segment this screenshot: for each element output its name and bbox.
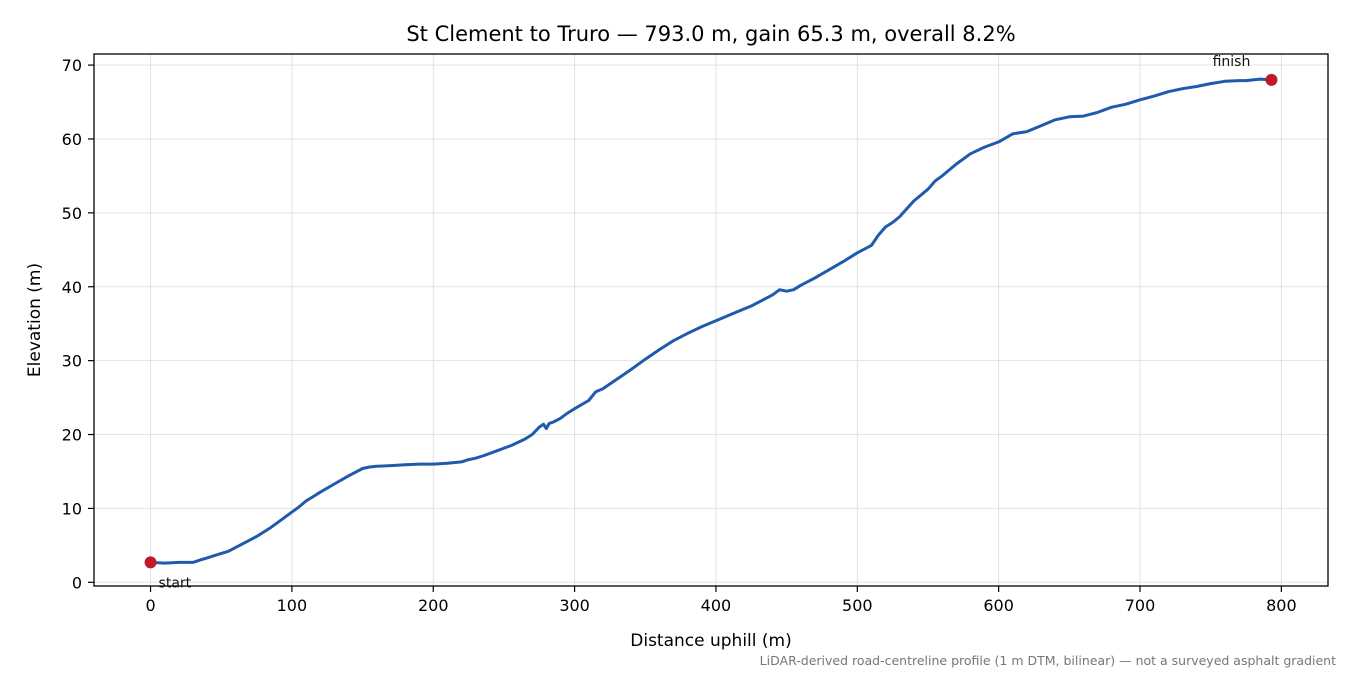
x-tick-label: 100 (277, 596, 308, 615)
tick-layer: 0 100 200 300 400 500 600 700 800 0 10 20 30 40 50 60 70 (62, 56, 1297, 615)
start-label: start (159, 575, 192, 591)
x-tick-label: 0 (145, 596, 155, 615)
x-tick-label: 600 (983, 596, 1014, 615)
y-tick-label: 10 (62, 499, 82, 518)
y-axis-title: Elevation (m) (25, 263, 45, 377)
x-tick-label: 200 (418, 596, 449, 615)
chart-title: St Clement to Truro — 793.0 m, gain 65.3… (406, 22, 1015, 46)
y-tick-label: 30 (62, 352, 82, 371)
plot-frame (93, 53, 1329, 587)
x-tick-label: 700 (1125, 596, 1156, 615)
marker-layer: start finish (144, 54, 1278, 591)
x-tick-label: 500 (842, 596, 873, 615)
finish-marker (1265, 73, 1278, 86)
x-tick-label: 300 (559, 596, 590, 615)
y-tick-label: 60 (62, 130, 82, 149)
series-layer (149, 77, 1273, 565)
x-axis-title: Distance uphill (m) (630, 631, 791, 651)
y-tick-label: 20 (62, 426, 82, 445)
x-tick-label: 400 (701, 596, 732, 615)
grid-layer (94, 54, 1328, 586)
y-tick-label: 50 (62, 204, 82, 223)
footnote: LiDAR-derived road-centreline profile (1… (760, 653, 1336, 668)
y-tick-label: 70 (62, 56, 82, 75)
y-tick-label: 0 (72, 573, 82, 592)
y-tick-label: 40 (62, 278, 82, 297)
x-tick-label: 800 (1266, 596, 1297, 615)
elevation-profile-line (149, 77, 1273, 565)
finish-label: finish (1213, 54, 1251, 70)
start-marker (144, 556, 157, 569)
